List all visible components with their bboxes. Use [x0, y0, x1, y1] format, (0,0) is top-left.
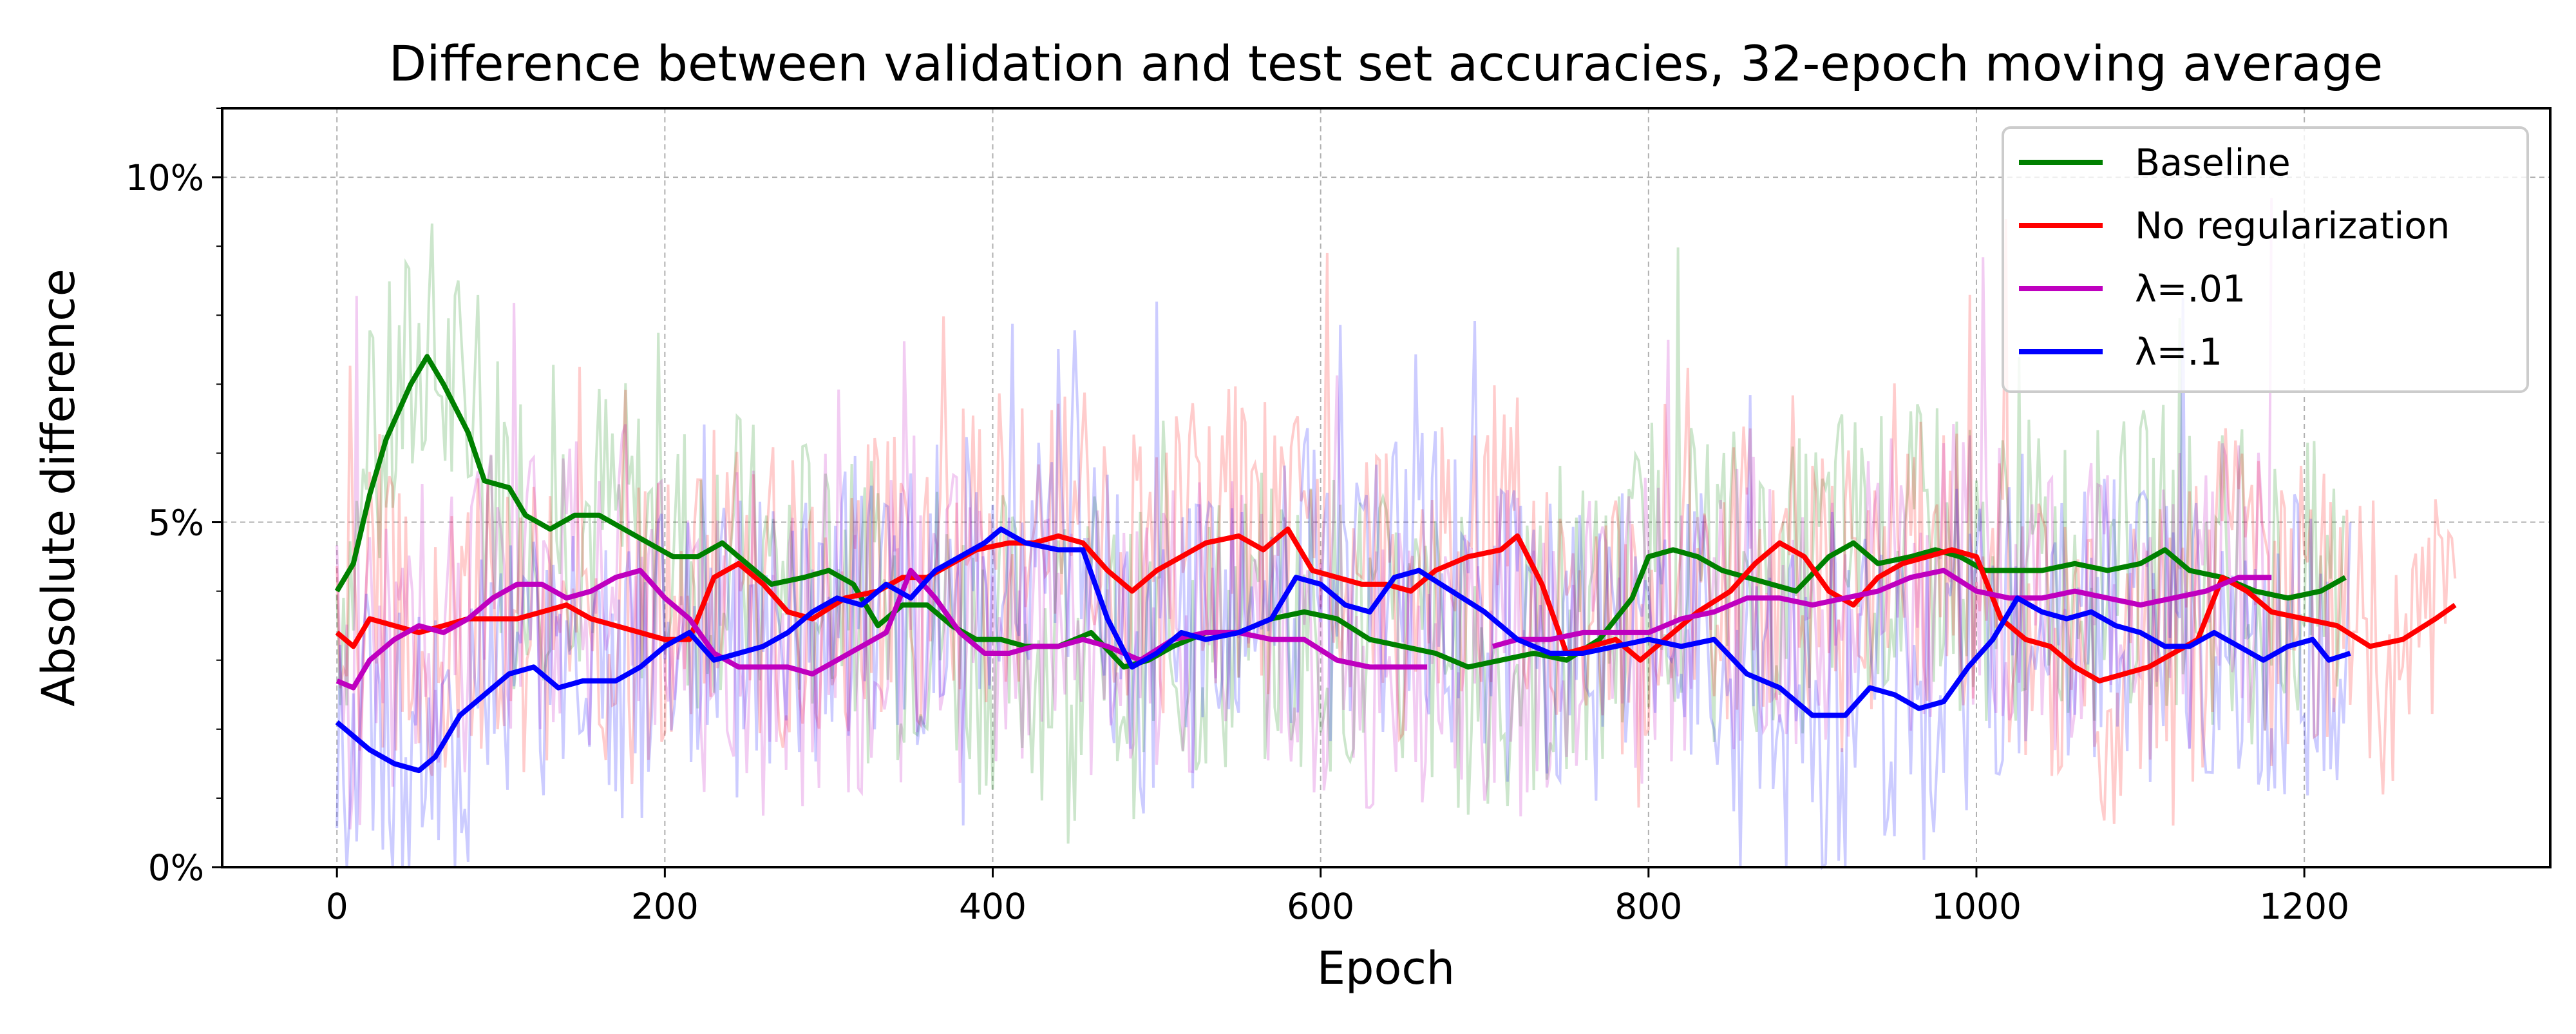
y-tick-label: 0% — [148, 847, 204, 888]
raw-trace-2 — [336, 198, 2273, 830]
legend: Baseline No regularization λ=.01 λ=.1 — [2002, 126, 2529, 393]
legend-label: No regularization — [2135, 205, 2450, 247]
chart-title: Difference between validation and test s… — [389, 35, 2383, 92]
legend-label: λ=.01 — [2135, 268, 2246, 311]
legend-box — [2002, 126, 2529, 393]
moving-average-layer — [334, 354, 2457, 774]
y-tick-label: 10% — [126, 157, 204, 198]
legend-label: λ=.1 — [2135, 331, 2222, 374]
plot-area-frame — [221, 107, 2552, 868]
series-line-3 — [335, 526, 2351, 774]
x-tick-label: 1200 — [2259, 886, 2349, 927]
x-tick-label: 400 — [959, 886, 1027, 927]
y-tick-label: 5% — [148, 503, 204, 544]
x-tick-label: 200 — [631, 886, 699, 927]
x-tick-label: 800 — [1615, 886, 1682, 927]
legend-label: Baseline — [2135, 142, 2291, 184]
legend-entries: Baseline No regularization λ=.01 λ=.1 — [2019, 142, 2450, 374]
raw-trace-1 — [336, 219, 2457, 826]
x-tick-label: 0 — [326, 886, 348, 927]
x-tick-label: 1000 — [1931, 886, 2022, 927]
series-line-1 — [335, 526, 2457, 684]
x-tick-label: 600 — [1287, 886, 1354, 927]
raw-trace-0 — [336, 223, 2345, 844]
series-line-2 — [336, 568, 1428, 691]
y-axis-label: Absolute difference — [32, 269, 85, 707]
tick-layer: 0 200 400 600 800 1000 1200 0% 5% 10% — [126, 108, 2349, 927]
x-axis-label: Epoch — [1317, 942, 1455, 995]
series-line-2-b — [1492, 568, 2272, 649]
